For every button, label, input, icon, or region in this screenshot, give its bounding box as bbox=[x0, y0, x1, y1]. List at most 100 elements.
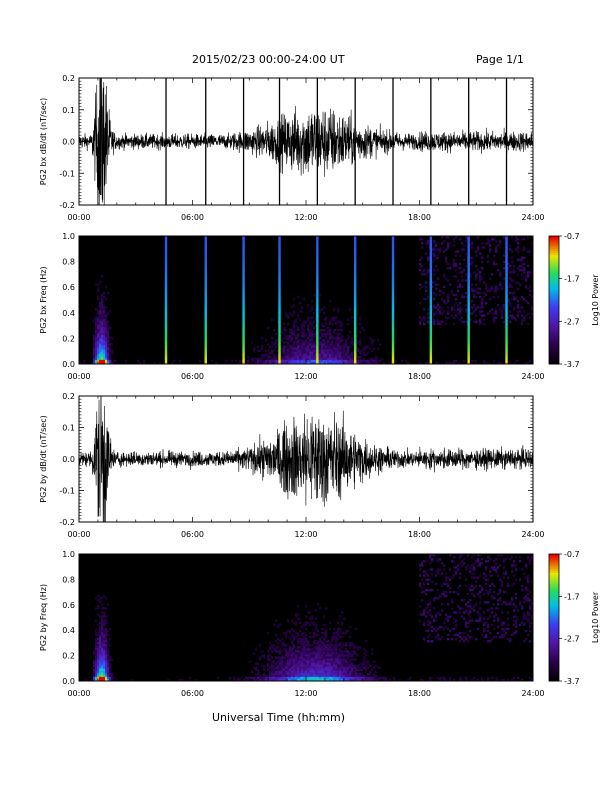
spectrogram-cell bbox=[289, 351, 292, 354]
spectrogram-cell bbox=[481, 256, 484, 260]
spectrogram-cell bbox=[93, 357, 96, 361]
spectrogram-cell bbox=[303, 672, 306, 676]
spectrogram-cell bbox=[517, 609, 520, 612]
spike-band-cell bbox=[242, 279, 245, 282]
spectrogram-cell bbox=[105, 652, 108, 655]
spectrogram-cell bbox=[303, 343, 306, 346]
spectrogram-cell bbox=[285, 674, 288, 678]
spectrogram-cell bbox=[291, 355, 294, 359]
spectrogram-cell bbox=[307, 642, 310, 645]
spectrogram-cell bbox=[489, 570, 492, 573]
spectrogram-cell bbox=[343, 668, 346, 672]
spike-band-cell bbox=[164, 308, 168, 311]
spectrogram-cell bbox=[317, 658, 320, 661]
spike-band-cell bbox=[164, 341, 168, 344]
spectrogram-cell bbox=[287, 629, 290, 633]
spectrogram-cell bbox=[433, 273, 436, 276]
spike-band-cell bbox=[164, 277, 168, 280]
spectrogram-cell bbox=[505, 603, 508, 606]
spectrogram-cell bbox=[325, 676, 328, 680]
spectrogram-cell bbox=[321, 664, 324, 667]
spectrogram-cell bbox=[253, 357, 256, 361]
spectrogram-cell bbox=[439, 676, 442, 680]
spike-band-cell bbox=[353, 357, 357, 361]
spike-band-cell bbox=[278, 277, 281, 280]
spectrogram-cell bbox=[255, 676, 258, 680]
spectrogram-cell bbox=[469, 609, 472, 612]
spectrogram-cell bbox=[277, 674, 280, 678]
spike-band-cell bbox=[164, 314, 168, 317]
spectrogram-cell bbox=[317, 668, 320, 672]
spectrogram-cell bbox=[377, 339, 380, 342]
x-tick-label: 12:00 bbox=[294, 372, 317, 381]
spectrogram-cell bbox=[483, 635, 486, 639]
spectrogram-cell bbox=[291, 648, 294, 651]
spectrogram-cell bbox=[449, 629, 452, 633]
spectrogram-cell bbox=[377, 347, 380, 350]
spectrogram-cell bbox=[451, 560, 454, 563]
spectrogram-cell bbox=[325, 335, 328, 338]
spectrogram-cell bbox=[299, 637, 302, 641]
spectrogram-cell bbox=[465, 291, 468, 295]
spectrogram-cell bbox=[279, 668, 282, 672]
spike-band-cell bbox=[391, 357, 395, 361]
spectrogram-cell bbox=[285, 314, 288, 317]
spectrogram-cell bbox=[527, 619, 530, 622]
spectrogram-cell bbox=[277, 625, 280, 629]
spectrogram-cell bbox=[523, 640, 526, 643]
spectrogram-cell bbox=[461, 678, 464, 682]
spectrogram-cell bbox=[327, 674, 330, 678]
spectrogram-cell bbox=[487, 240, 490, 243]
spike-band-cell bbox=[429, 318, 433, 321]
spike-band-cell bbox=[505, 297, 508, 301]
spectrogram-cell bbox=[101, 644, 104, 647]
spectrogram-cell bbox=[335, 664, 338, 667]
spectrogram-cell bbox=[259, 644, 262, 647]
spectrogram-cell bbox=[305, 351, 308, 354]
spike-band-cell bbox=[278, 262, 281, 266]
spectrogram-cell bbox=[327, 326, 330, 330]
spectrogram-cell bbox=[297, 357, 300, 361]
spectrogram-cell bbox=[425, 273, 428, 276]
spectrogram-cell bbox=[105, 349, 108, 352]
spike-band-cell bbox=[429, 271, 433, 274]
spike-band-cell bbox=[278, 302, 281, 305]
spectrogram-cell bbox=[517, 273, 520, 276]
spectrogram-cell bbox=[427, 611, 430, 614]
spectrogram-cell bbox=[513, 308, 516, 311]
spectrogram-cell bbox=[447, 300, 450, 303]
spike-band-cell bbox=[242, 281, 245, 284]
spike-band-cell bbox=[204, 320, 207, 324]
spectrogram-cell bbox=[503, 236, 506, 239]
spectrogram-cell bbox=[103, 306, 106, 309]
spectrogram-cell bbox=[297, 316, 300, 319]
spectrogram-cell bbox=[321, 640, 324, 643]
spectrogram-cell bbox=[95, 619, 98, 622]
spike-band-cell bbox=[316, 254, 319, 257]
spectrogram-cell bbox=[93, 335, 96, 338]
spike-band-cell bbox=[467, 250, 470, 253]
colorbar-cell bbox=[549, 308, 559, 312]
spectrogram-cell bbox=[297, 658, 300, 661]
spectrogram-cell bbox=[103, 359, 106, 363]
spectrogram-cell bbox=[313, 349, 316, 352]
spectrogram-cell bbox=[281, 644, 284, 647]
spectrogram-cell bbox=[319, 310, 322, 313]
spectrogram-cell bbox=[289, 337, 292, 340]
spectrogram-cell bbox=[291, 652, 294, 655]
spectrogram-cell bbox=[321, 347, 324, 350]
spectrogram-cell bbox=[83, 359, 86, 363]
spectrogram-cell bbox=[329, 337, 332, 340]
spectrogram-cell bbox=[363, 351, 366, 354]
spike-band-cell bbox=[391, 256, 395, 260]
spectrogram-cell bbox=[339, 652, 342, 655]
spike-band-cell bbox=[316, 355, 319, 359]
spectrogram-cell bbox=[311, 676, 314, 680]
spectrogram-cell bbox=[345, 644, 348, 647]
spectrogram-cell bbox=[105, 306, 108, 309]
spectrogram-cell bbox=[313, 326, 316, 330]
spectrogram-cell bbox=[101, 349, 104, 352]
spectrogram-cell bbox=[303, 320, 306, 324]
spectrogram-cell bbox=[269, 676, 272, 680]
spectrogram-cell bbox=[269, 670, 272, 674]
